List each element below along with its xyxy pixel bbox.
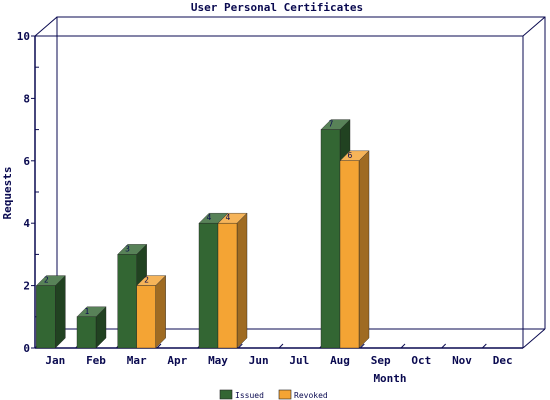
- frame-top-right-edge: [522, 16, 546, 37]
- bar-front: [36, 285, 56, 349]
- bar-side: [55, 275, 66, 349]
- data-label: 3: [125, 244, 130, 253]
- y-tick-label: 2: [23, 280, 30, 293]
- bar-revoked-mar: [136, 275, 167, 349]
- bar-front: [117, 254, 137, 349]
- legend-label: Revoked: [294, 391, 328, 400]
- x-tick-label: Jun: [249, 354, 269, 367]
- x-tick-label: Dec: [493, 354, 513, 367]
- data-labels: 2 1 3 4 7 2 4 6: [44, 120, 353, 316]
- legend-item-issued: Issued: [219, 389, 264, 400]
- y-tick-label: 0: [23, 342, 30, 355]
- bar-front: [76, 316, 97, 349]
- x-tick-label: May: [208, 354, 228, 367]
- data-label: 7: [329, 120, 334, 129]
- bar-front: [198, 222, 219, 349]
- x-tick-mark: [441, 343, 447, 349]
- bar-revoked-aug: [339, 150, 370, 349]
- x-tick-mark: [400, 343, 406, 349]
- x-axis: Jan Feb Mar Apr May Jun Jul Aug Sep Oct Nov Dec: [45, 343, 513, 367]
- floor-right-edge: [522, 328, 546, 349]
- x-tick-label: Sep: [371, 354, 391, 367]
- bar-front: [339, 160, 360, 349]
- y-tick-label: 6: [23, 155, 30, 168]
- data-label: 2: [44, 276, 49, 285]
- data-label: 1: [85, 307, 90, 316]
- legend-swatch: [219, 389, 233, 400]
- bar-issued-jan: [35, 275, 66, 349]
- bar-front: [320, 129, 341, 349]
- x-tick-mark: [156, 343, 162, 349]
- y-tick-label: 8: [23, 92, 30, 105]
- x-tick-mark: [359, 343, 365, 349]
- bar-side: [358, 150, 370, 349]
- x-tick-label: Jan: [45, 354, 65, 367]
- x-tick-label: Mar: [127, 354, 147, 367]
- x-tick-mark: [481, 343, 487, 349]
- legend: Issued Revoked: [219, 389, 328, 400]
- chart-title: User Personal Certificates: [191, 1, 363, 14]
- plot-frame: [34, 16, 546, 349]
- back-wall: [56, 16, 546, 329]
- x-tick-mark: [237, 343, 243, 349]
- x-tick-label: Jul: [289, 354, 309, 367]
- x-tick-mark: [278, 343, 284, 349]
- bar-side: [155, 275, 166, 349]
- x-tick-label: Aug: [330, 354, 350, 367]
- legend-swatch: [278, 389, 292, 400]
- y-axis: 0 2 4 6 8 10: [17, 30, 39, 355]
- bars: [35, 119, 370, 349]
- bar-issued-feb: [76, 306, 107, 349]
- x-tick-label: Apr: [167, 354, 187, 367]
- bar-side: [236, 212, 248, 349]
- legend-label: Issued: [235, 391, 264, 400]
- data-label: 2: [144, 276, 149, 285]
- legend-item-revoked: Revoked: [278, 389, 328, 400]
- data-label: 6: [348, 151, 353, 160]
- data-label: 4: [226, 213, 231, 222]
- side-wall-top-edge: [34, 16, 58, 37]
- x-tick-label: Feb: [86, 354, 106, 367]
- y-tick-label: 10: [17, 30, 30, 43]
- x-tick-label: Oct: [411, 354, 431, 367]
- y-tick-label: 4: [23, 217, 30, 230]
- x-axis-title: Month: [373, 372, 406, 385]
- bar-revoked-may: [217, 212, 248, 349]
- y-axis-title: Requests: [1, 167, 14, 220]
- x-tick-label: Nov: [452, 354, 472, 367]
- bar-front: [217, 222, 238, 349]
- data-label: 4: [207, 213, 212, 222]
- bar-front: [136, 285, 156, 349]
